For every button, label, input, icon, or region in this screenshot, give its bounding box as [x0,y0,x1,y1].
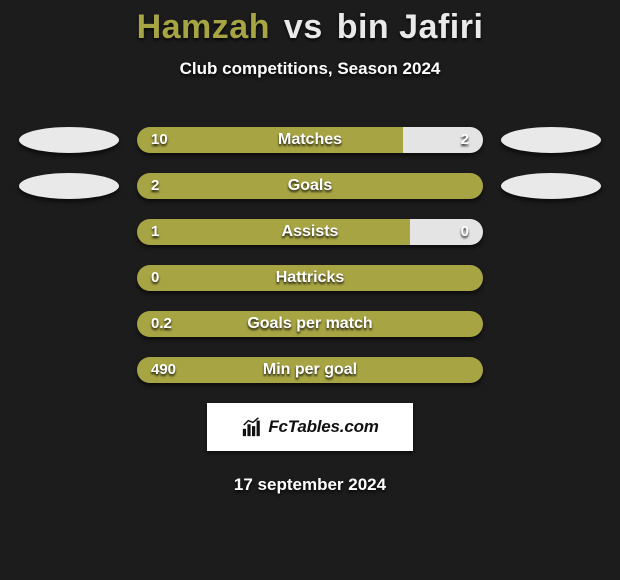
stat-row: 10Assists [0,219,620,245]
stat-label: Hattricks [137,265,483,291]
player-left-name: Hamzah [137,8,270,46]
stat-bar: 0.2Goals per match [137,311,483,337]
flag-spacer [501,265,601,291]
flag-spacer [501,219,601,245]
stat-row: 0Hattricks [0,265,620,291]
stat-bar: 10Assists [137,219,483,245]
stat-row: 102Matches [0,127,620,153]
flag-spacer [501,311,601,337]
brand-chart-icon [241,416,263,438]
stat-label: Goals per match [137,311,483,337]
flag-left-icon [19,127,119,153]
subtitle: Club competitions, Season 2024 [0,59,620,79]
stat-label: Goals [137,173,483,199]
brand-badge: FcTables.com [207,403,413,451]
date-label: 17 september 2024 [0,475,620,495]
flag-spacer [19,265,119,291]
stat-label: Assists [137,219,483,245]
page-title: Hamzah vs bin Jafiri [0,8,620,47]
stat-bar: 490Min per goal [137,357,483,383]
brand-text: FcTables.com [268,417,378,437]
player-right-name: bin Jafiri [337,8,484,46]
stat-label: Matches [137,127,483,153]
stat-bar: 102Matches [137,127,483,153]
stat-bar: 2Goals [137,173,483,199]
stat-rows: 102Matches 2Goals 10Assists 0Hattricks 0.2Go… [0,127,620,383]
stat-label: Min per goal [137,357,483,383]
stat-row: 2Goals [0,173,620,199]
stat-row: 490Min per goal [0,357,620,383]
flag-right-icon [501,127,601,153]
flag-right-icon [501,173,601,199]
flag-spacer [501,357,601,383]
stat-bar: 0Hattricks [137,265,483,291]
stat-row: 0.2Goals per match [0,311,620,337]
flag-left-icon [19,173,119,199]
title-vs: vs [284,8,323,46]
comparison-infographic: Hamzah vs bin Jafiri Club competitions, … [0,0,620,580]
flag-spacer [19,311,119,337]
flag-spacer [19,357,119,383]
flag-spacer [19,219,119,245]
